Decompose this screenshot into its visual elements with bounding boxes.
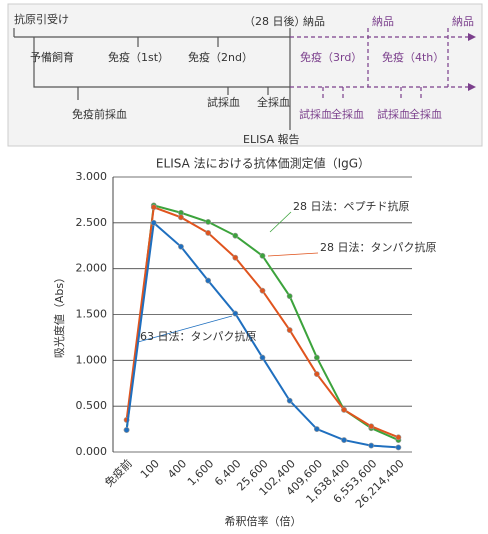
timeline-box (7, 3, 483, 147)
data-point (232, 232, 239, 239)
data-point (313, 371, 320, 377)
data-point (232, 310, 239, 317)
timeline-label: 納品 (372, 15, 394, 28)
timeline-label: 全採血 (257, 95, 290, 109)
leader-line (137, 315, 233, 343)
timeline-lines (13, 28, 291, 130)
leader-line (267, 252, 319, 257)
data-point (178, 214, 184, 221)
timeline-arrows (468, 33, 476, 91)
data-point (395, 434, 402, 441)
timeline-label: 免疫（3rd） (300, 50, 362, 64)
data-point (341, 406, 347, 413)
data-point (205, 277, 212, 284)
timeline: 抗原引受け 予備飼育 免疫（1st） 免疫（2nd） （28 日後） 納品 納品… (7, 3, 483, 147)
data-point (205, 230, 212, 236)
x-axis-label: 希釈倍率（倍） (225, 514, 302, 528)
timeline-label: （28 日後） (244, 14, 306, 28)
data-point (232, 254, 239, 261)
data-point (123, 427, 130, 433)
timeline-label: 全採血 (331, 107, 364, 121)
data-point (150, 204, 157, 211)
timeline-label: 納品 (303, 15, 325, 28)
data-point (286, 327, 293, 333)
y-axis-label: 吸光度値（Abs） (52, 272, 66, 358)
data-point (368, 423, 375, 430)
timeline-label: 試採血 (377, 107, 410, 121)
timeline-label: 免疫前採血 (72, 107, 127, 121)
timeline-label: 予備飼育 (30, 50, 74, 64)
data-point (178, 243, 184, 250)
x-tick-label: 免疫前 (102, 456, 135, 489)
timeline-label: 試採血 (299, 107, 332, 121)
data-point (341, 437, 347, 443)
series-label: 63 日法：タンパク抗原 (140, 329, 257, 343)
timeline-label: 免疫（4th） (382, 50, 444, 64)
series-label: 28 日法：ペプチド抗原 (293, 199, 410, 213)
data-point (368, 442, 375, 449)
y-tick-label: 2.500 (76, 216, 108, 229)
timeline-label: 試採血 (207, 95, 240, 109)
data-point (259, 252, 266, 259)
data-point (286, 397, 293, 404)
data-point (259, 287, 266, 294)
timeline-label: 免疫（1st） (108, 50, 169, 64)
timeline-label: 免疫（2nd） (188, 50, 253, 64)
leader-line (269, 211, 292, 233)
timeline-label: ELISA 報告 (243, 133, 300, 146)
data-point (395, 444, 402, 451)
y-tick-label: 3.000 (76, 170, 108, 183)
data-point (313, 426, 320, 432)
y-tick-label: 1.000 (76, 353, 108, 366)
data-point (259, 354, 266, 361)
series-label: 28 日法：タンパク抗原 (320, 240, 437, 254)
y-tick-label: 0.500 (76, 399, 108, 412)
x-tick-label: 100 (138, 457, 162, 481)
timeline-label: 全採血 (409, 107, 442, 121)
y-tick-label: 1.500 (76, 308, 108, 321)
x-tick-label: 1,600 (185, 457, 216, 488)
y-tick-label: 0.000 (76, 445, 108, 458)
timeline-label: 抗原引受け (14, 12, 69, 26)
y-tick-label: 2.000 (76, 262, 108, 275)
chart-title: ELISA 法における抗体価測定値（IgG） (156, 156, 370, 171)
timeline-label: 納品 (452, 15, 474, 28)
data-point (286, 293, 293, 300)
timeline-future-lines (290, 28, 468, 100)
data-point (313, 354, 320, 361)
data-point (150, 219, 157, 226)
data-point (205, 219, 212, 225)
